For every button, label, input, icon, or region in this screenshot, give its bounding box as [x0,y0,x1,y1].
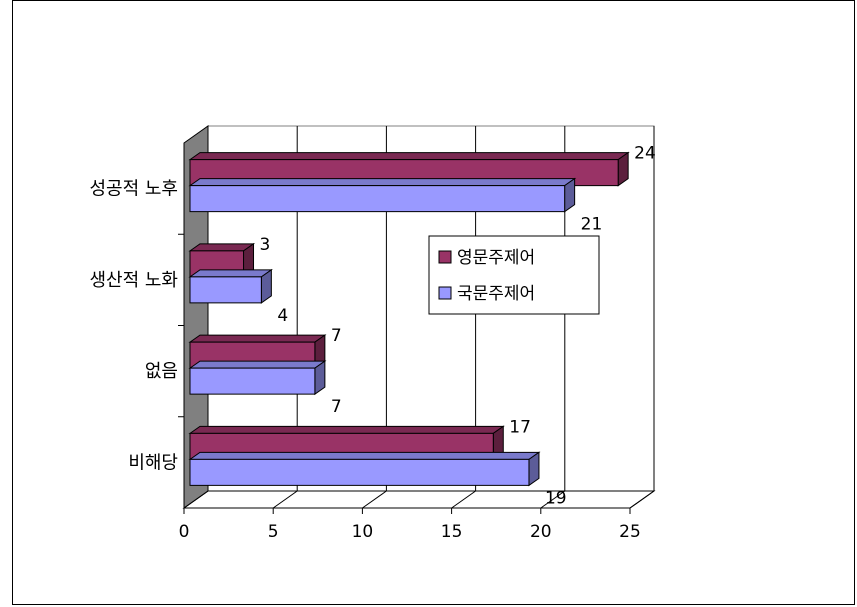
bar-top-face [188,425,505,434]
bar-영문주제어-생산적 노화 [188,242,256,278]
floor-tick-line [629,490,655,509]
floor-tick-line [451,490,476,509]
x-tick-label: 20 [530,522,552,542]
bar-front-face [189,185,566,213]
bar-국문주제어-성공적 노후 [188,177,577,213]
floor-tick-line [540,490,566,509]
data-label: 17 [509,417,531,437]
bar-top-face [188,269,273,278]
bar-top-face [188,451,541,460]
bar-top-face [188,243,256,252]
y-category-label: 비해당 [128,452,178,473]
bar-국문주제어-없음 [188,360,327,396]
x-tick-label: 10 [352,522,374,542]
data-label: 7 [331,326,342,346]
data-label: 3 [260,235,271,255]
y-category-label: 없음 [145,361,178,382]
legend-swatch [438,250,452,264]
bar-top-face [188,152,630,161]
floor-tick-line [183,490,209,509]
bar-top-face [188,360,327,369]
legend-box [428,235,600,315]
data-label: 4 [277,306,288,326]
bar-front-face [189,458,530,486]
legend-label: 영문주제어 [457,248,535,268]
data-label: 21 [581,215,603,235]
x-tick-label: 0 [179,522,190,542]
data-label: 19 [545,488,567,508]
bar-front-face [189,276,262,304]
y-category-label: 성공적 노후 [89,179,178,200]
plot-floor [182,490,656,509]
bar-top-face [188,178,577,187]
legend-swatch [438,286,452,300]
y-category-label: 생산적 노화 [89,270,178,291]
bar-front-face [189,367,316,395]
data-label: 24 [634,144,656,164]
bar-국문주제어-비해당 [188,451,541,487]
x-tick-label: 15 [441,522,463,542]
bar-top-face [188,334,327,343]
data-label: 7 [331,397,342,417]
bar-국문주제어-생산적 노화 [188,268,273,304]
floor-tick-line [272,490,298,509]
floor-tick-line [362,490,387,509]
legend-label: 국문주제어 [457,284,535,304]
x-tick-label: 5 [268,522,279,542]
x-tick-label: 25 [619,522,641,542]
